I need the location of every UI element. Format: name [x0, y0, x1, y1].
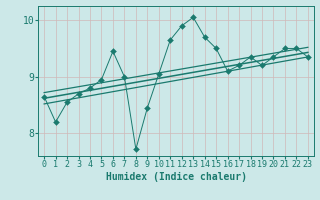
X-axis label: Humidex (Indice chaleur): Humidex (Indice chaleur): [106, 172, 246, 182]
